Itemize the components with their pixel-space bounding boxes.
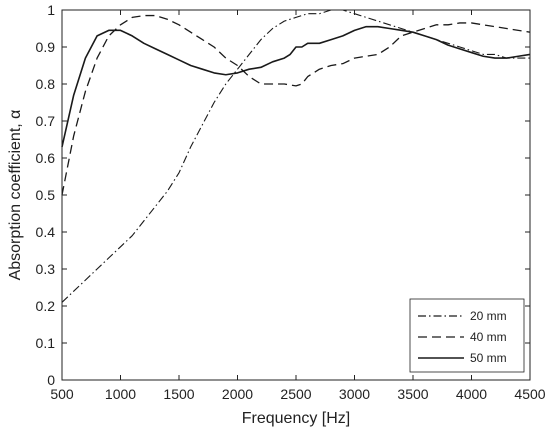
tick-labels-layer: 500 1000 1500 2000 2500 3000 3500 4000 4500 0 0.1 0…: [36, 2, 546, 402]
plot-frame: [61, 9, 531, 381]
x-tick-label-4500: 4500: [514, 386, 545, 402]
y-tick-label-0: 0: [47, 372, 55, 388]
y-tick-label-0.6: 0.6: [36, 150, 56, 166]
series-line-40mm: [61, 14, 531, 196]
x-tick-label-1500: 1500: [163, 386, 194, 402]
y-tick-label-0.1: 0.1: [36, 335, 56, 351]
legend-box: [409, 298, 525, 373]
legend-label-40mm: 40 mm: [470, 330, 507, 344]
x-tick-label-4000: 4000: [456, 386, 487, 402]
x-tick-label-500: 500: [50, 386, 74, 402]
y-tick-label-0.2: 0.2: [36, 298, 56, 314]
x-tick-label-2500: 2500: [280, 386, 311, 402]
legend-label-50mm: 50 mm: [470, 351, 507, 365]
y-tick-label-0.9: 0.9: [36, 39, 56, 55]
series-layer: [61, 9, 531, 303]
y-axis-title: Absorption coefficient, α: [7, 110, 24, 281]
legend-label-20mm: 20 mm: [470, 309, 507, 323]
x-tick-label-3000: 3000: [339, 386, 370, 402]
x-tick-label-2000: 2000: [222, 386, 253, 402]
y-tick-label-0.7: 0.7: [36, 113, 56, 129]
y-tick-label-0.4: 0.4: [36, 224, 56, 240]
y-tick-label-1: 1: [47, 2, 55, 18]
x-tick-label-1000: 1000: [105, 386, 136, 402]
legend: 20 mm 40 mm 50 mm: [409, 298, 525, 373]
series-line-20mm: [61, 9, 530, 303]
x-axis-title: Frequency [Hz]: [242, 410, 350, 427]
x-tick-label-3500: 3500: [397, 386, 428, 402]
y-tick-label-0.8: 0.8: [36, 76, 56, 92]
series-line-50mm: [61, 25, 531, 148]
y-tick-label-0.5: 0.5: [36, 187, 56, 203]
y-tick-label-0.3: 0.3: [36, 261, 56, 277]
